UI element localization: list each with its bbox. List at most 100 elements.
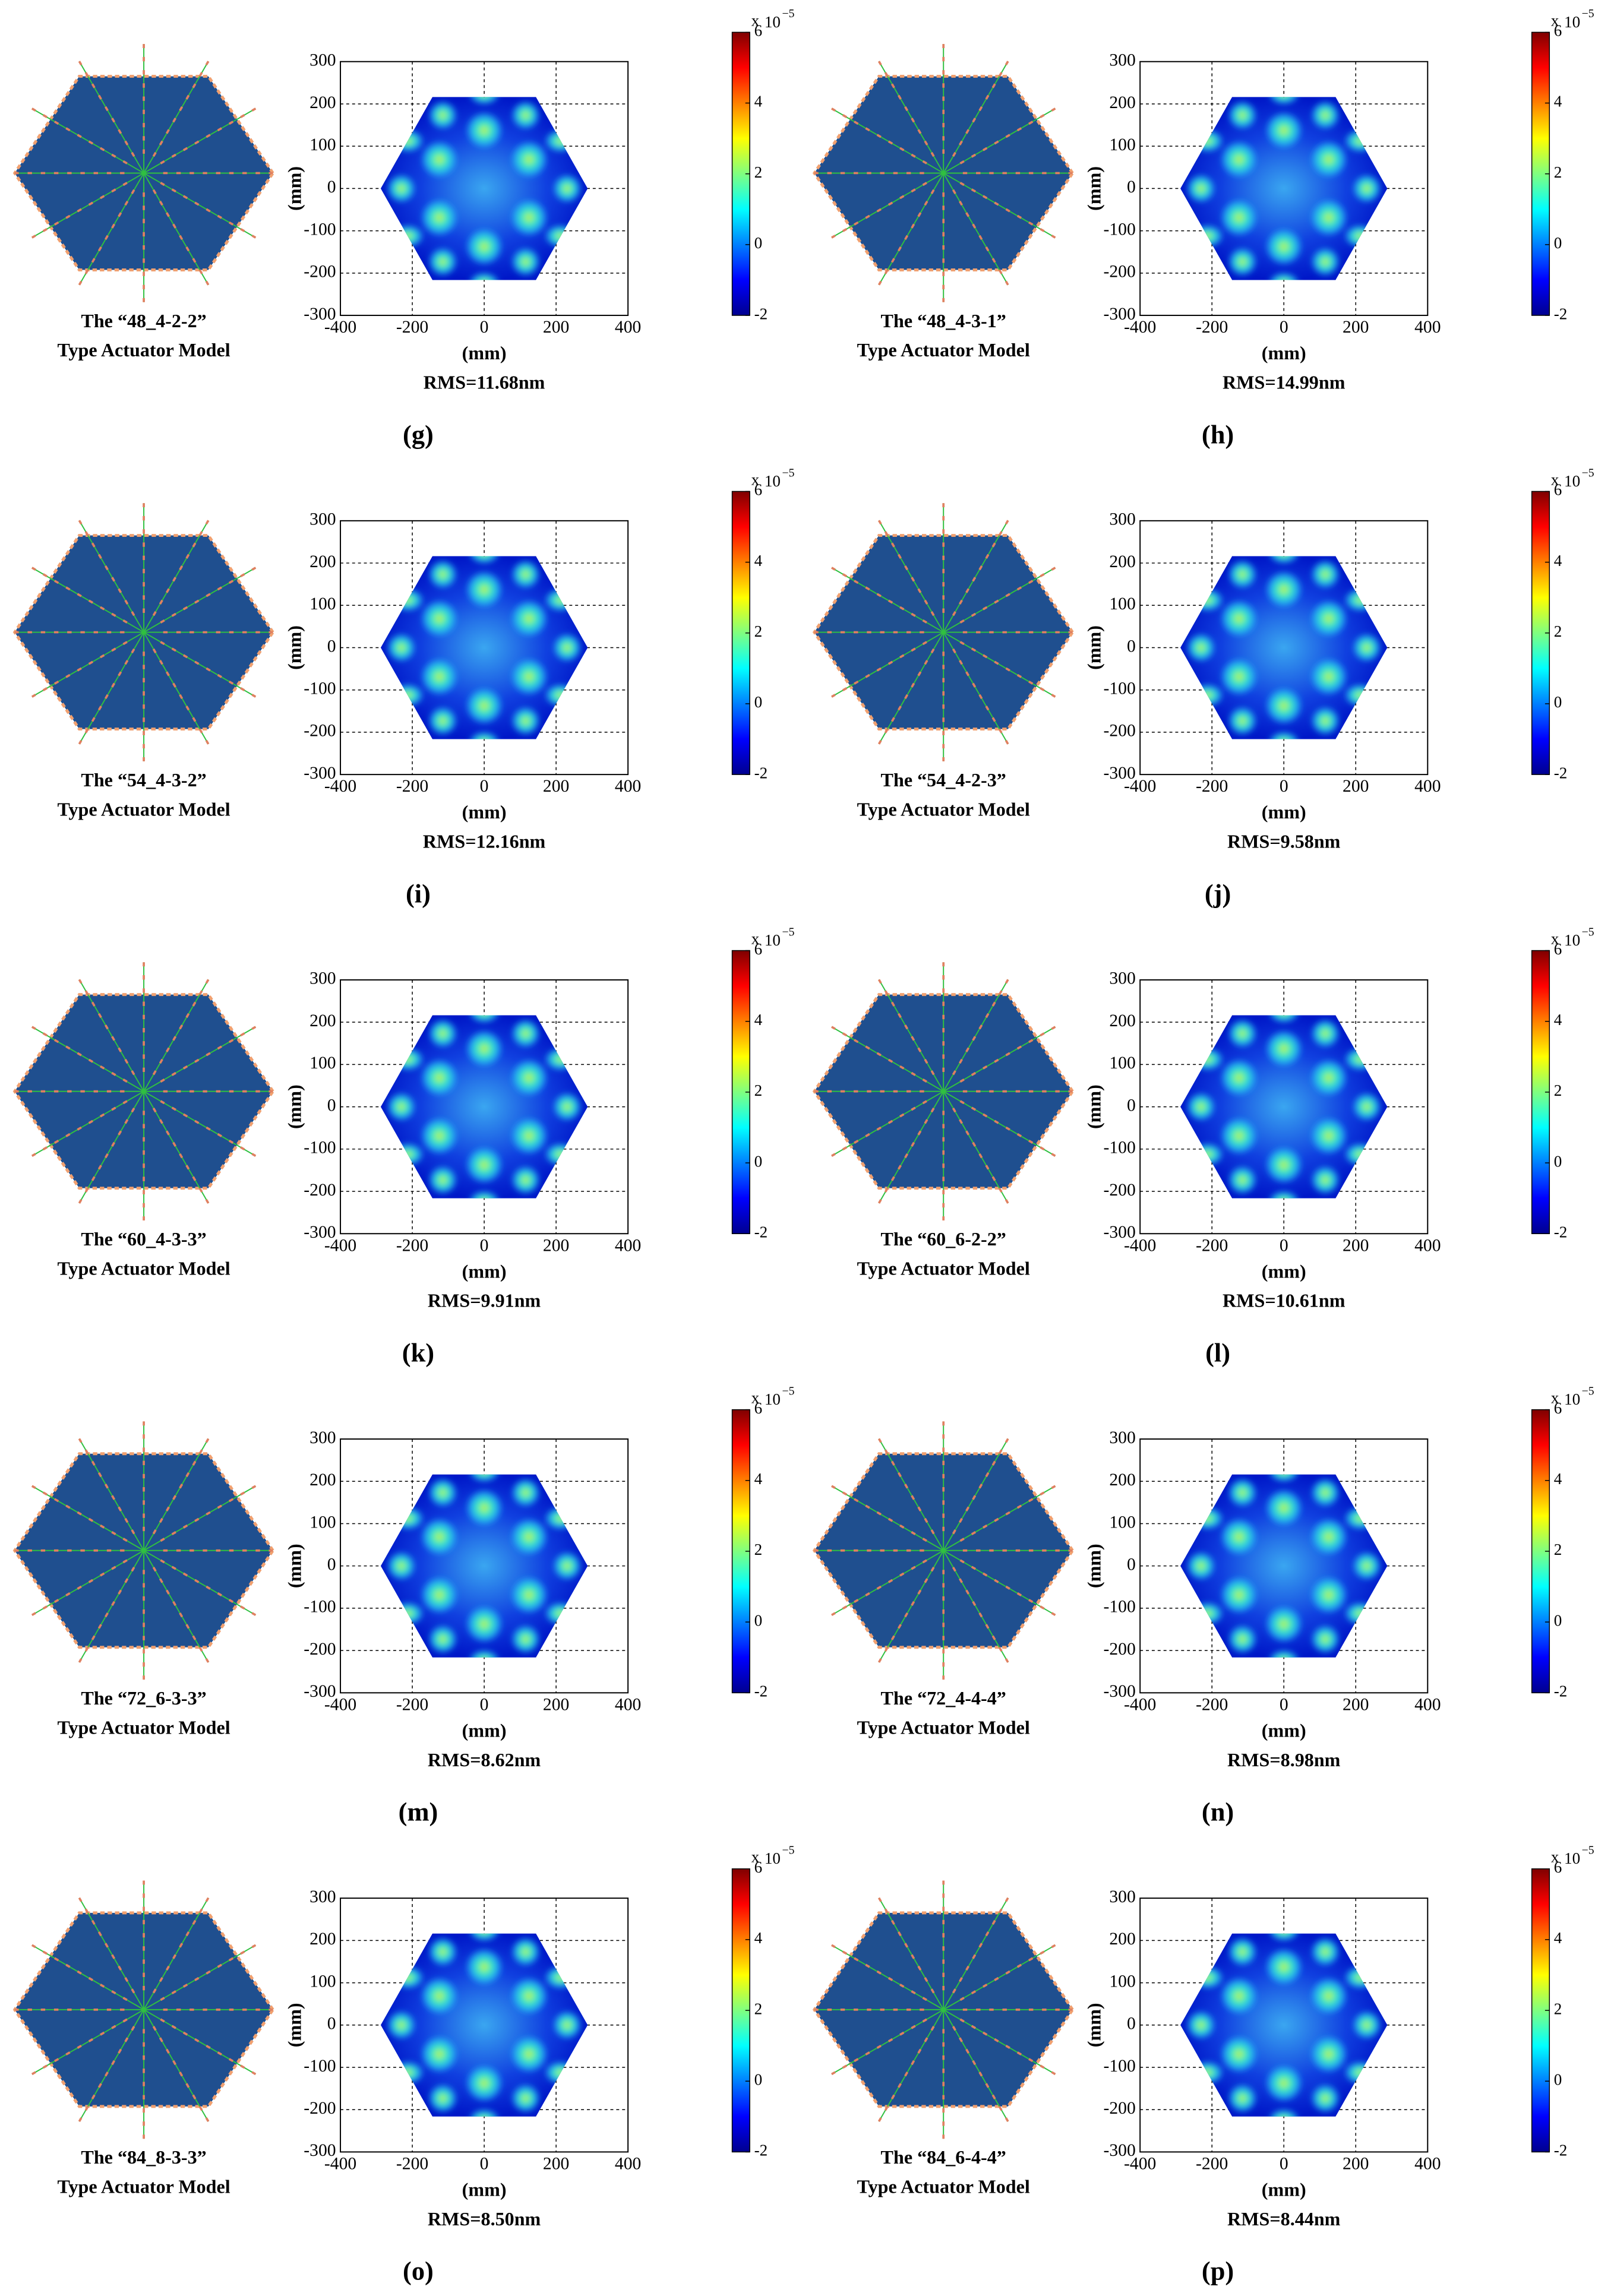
actuator-row	[877, 189, 935, 286]
y-tick-label: -300	[1103, 1682, 1135, 1701]
model-type: Type Actuator Model	[57, 2176, 230, 2197]
spot	[468, 556, 501, 565]
colorbar-power: −5	[782, 7, 795, 20]
spot	[465, 111, 504, 150]
actuator-row	[160, 107, 257, 165]
actuator-row	[160, 567, 257, 624]
actuator-row	[78, 1897, 135, 1994]
actuator-row	[952, 1438, 1009, 1535]
spot	[1220, 1517, 1258, 1556]
spot	[510, 1976, 548, 2015]
spot	[511, 2083, 541, 2113]
spot	[511, 246, 541, 277]
y-tick-label: 100	[1109, 594, 1135, 613]
colorbar-base: 10	[765, 1390, 781, 1408]
plot-frame	[1139, 61, 1429, 317]
spot	[1309, 599, 1348, 638]
actuator-row	[959, 567, 1056, 624]
colorbar-power: −5	[782, 925, 795, 938]
panel: The “72_4-4-4”Type Actuator Model-400 -20…	[812, 1385, 1594, 1827]
actuator-row	[959, 2018, 1056, 2076]
actuator-row	[160, 1100, 257, 1157]
colorbar-power: −5	[782, 1844, 795, 1857]
spot	[510, 599, 548, 638]
panel-letter: (g)	[403, 419, 434, 449]
spot	[468, 97, 501, 105]
x-axis-label: (mm)	[1262, 1719, 1306, 1741]
spot	[544, 2061, 577, 2085]
spot	[544, 1142, 577, 1166]
spot	[1309, 198, 1348, 237]
x-tick-label: -400	[324, 318, 356, 337]
spot	[1351, 2010, 1382, 2040]
spot	[386, 2010, 416, 2040]
actuator-row	[78, 520, 135, 616]
actuator-row	[952, 2026, 1009, 2123]
y-tick-label: -100	[304, 1598, 336, 1617]
panel-letter: (o)	[403, 2256, 434, 2286]
x-tick-label: 400	[1414, 777, 1441, 796]
y-tick-label: -200	[1103, 2099, 1135, 2118]
spot	[1191, 1965, 1224, 1990]
spot	[465, 227, 504, 266]
spot	[420, 657, 459, 696]
x-tick-label: 0	[1280, 1695, 1288, 1714]
x-tick-label: 0	[480, 318, 489, 337]
x-tick-label: -200	[396, 318, 428, 337]
colorbar-tick-label: 0	[754, 234, 763, 252]
colorbar-base: 10	[1564, 1849, 1580, 1867]
actuator-row	[959, 641, 1056, 698]
actuator-row	[152, 979, 210, 1076]
x-tick-label: 0	[480, 1695, 489, 1714]
x-axis-label: (mm)	[462, 342, 507, 363]
panel-letter: (j)	[1205, 878, 1231, 908]
spot	[1268, 271, 1300, 280]
x-tick-label: -400	[324, 1695, 356, 1714]
spot	[510, 1058, 548, 1097]
colorbar-power: −5	[782, 1385, 795, 1398]
y-tick-label: -100	[1103, 1138, 1135, 1158]
rms-label: RMS=8.98nm	[1227, 1749, 1341, 1770]
y-tick-label: 200	[1109, 93, 1135, 112]
colorbar-multiplier: x	[751, 470, 760, 488]
model-type: Type Actuator Model	[57, 1257, 230, 1279]
y-tick-label: -200	[1103, 722, 1135, 741]
spot	[1191, 1047, 1224, 1071]
actuator-row	[152, 520, 210, 616]
colorbar-tick-label: 6	[1554, 1399, 1562, 1417]
spot	[511, 1937, 541, 1967]
x-tick-label: -400	[1124, 2154, 1156, 2173]
spot	[468, 1474, 501, 1483]
spot	[420, 2035, 459, 2073]
spot	[465, 1947, 504, 1987]
actuator-row	[31, 182, 128, 239]
spot	[510, 657, 548, 696]
colorbar-tick-label: 4	[754, 1470, 763, 1488]
colorbar-tick-label: 4	[754, 93, 763, 110]
spot	[1191, 683, 1224, 707]
rms-label: RMS=8.50nm	[428, 2208, 541, 2229]
y-tick-label: 100	[1109, 1513, 1135, 1532]
colorbar-tick-label: -2	[1554, 305, 1568, 322]
y-axis-label: (mm)	[283, 625, 305, 670]
colorbar-multiplier: x	[1551, 11, 1559, 29]
spot	[1227, 2083, 1258, 2113]
spot	[552, 173, 582, 204]
x-tick-label: -200	[1196, 777, 1228, 796]
spot	[1309, 1576, 1348, 1614]
model-type: Type Actuator Model	[57, 339, 230, 360]
colorbar-power: −5	[782, 466, 795, 479]
rms-label: RMS=11.68nm	[424, 371, 545, 393]
actuator-row	[31, 1944, 128, 2001]
y-tick-label: -100	[1103, 679, 1135, 698]
colorbar-power: −5	[1582, 466, 1594, 479]
x-axis-label: (mm)	[1262, 342, 1306, 363]
spot	[511, 100, 541, 130]
model-type: Type Actuator Model	[57, 1716, 230, 1738]
colorbar-tick-label: -2	[754, 1683, 768, 1700]
model-label: The “48_4-2-2”	[81, 310, 206, 331]
spot	[1268, 556, 1300, 565]
colorbar-tick-label: 6	[754, 481, 763, 499]
x-tick-label: 200	[1343, 318, 1369, 337]
surface-map	[380, 97, 588, 280]
